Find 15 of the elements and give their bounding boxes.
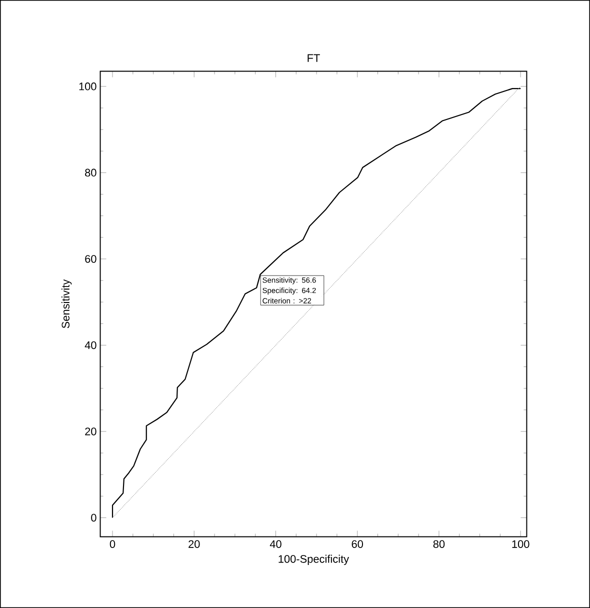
x-tick-label: 100 [512,540,530,548]
y-tick-label: 80 [85,168,96,177]
y-tick-label: 60 [85,255,96,263]
y-tick-label: 40 [84,341,96,350]
x-tick-label: 40 [270,540,282,548]
x-tick-label: 80 [433,540,445,548]
x-tick-label: 20 [188,540,200,548]
x-tick-label: 0 [110,540,116,548]
x-tick-label: 60 [352,540,363,548]
y-axis-title: Sensitivity [61,279,72,328]
y-tick-label: 20 [85,428,96,436]
chart-title: FT [308,54,320,62]
y-tick-label: 0 [91,514,96,522]
y-tick-label: 100 [79,82,96,90]
x-axis-title: 100-Specificity [278,554,350,565]
